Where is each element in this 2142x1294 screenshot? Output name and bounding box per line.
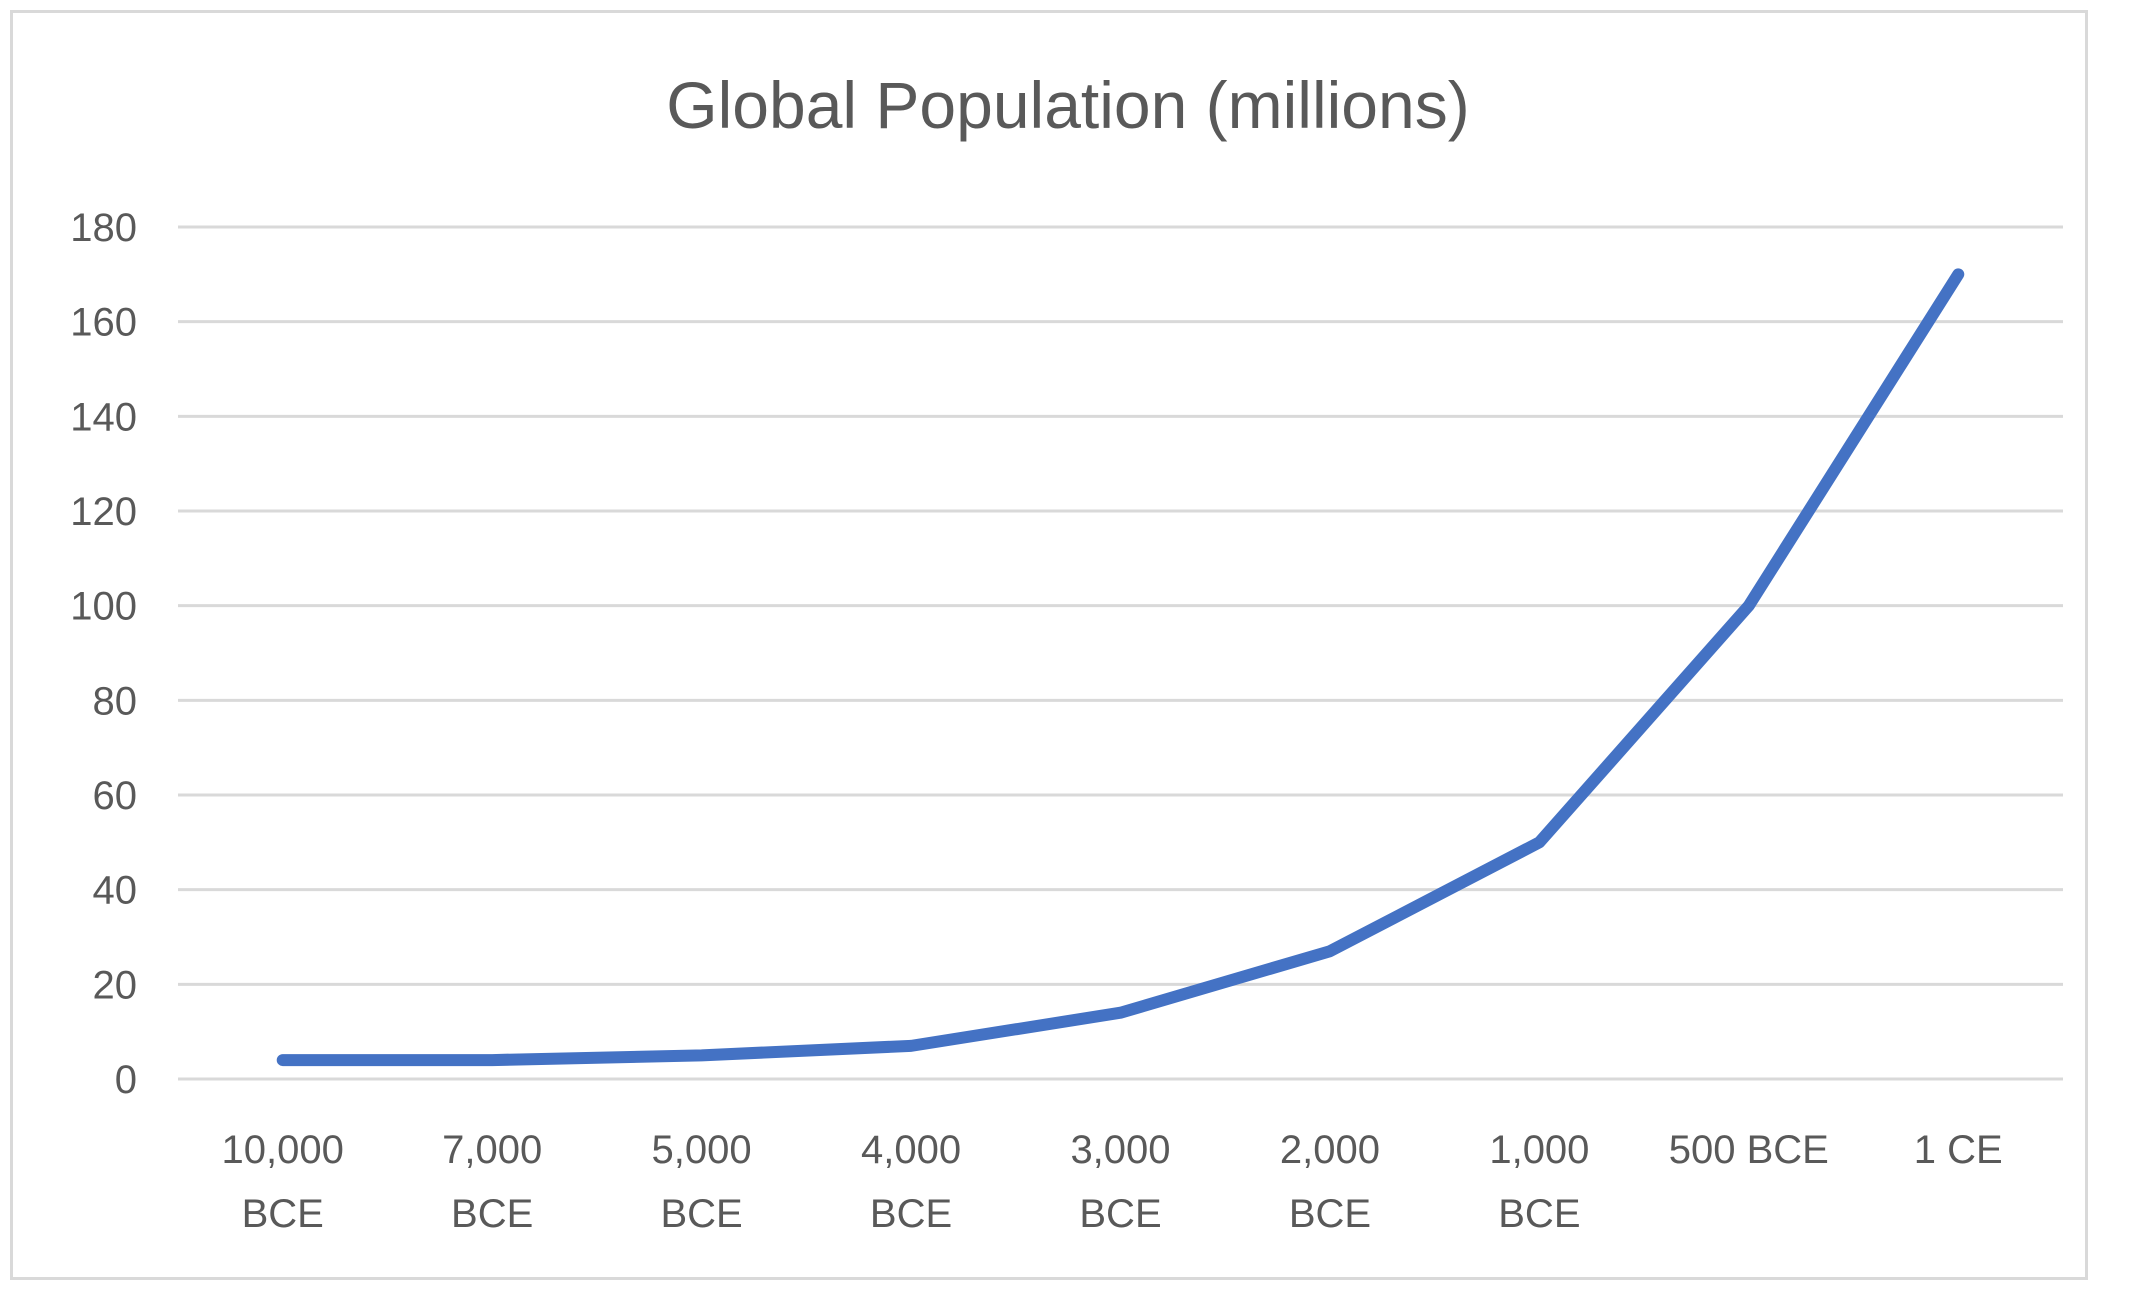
y-tick-label: 120 bbox=[70, 490, 137, 534]
chart-title: Global Population (millions) bbox=[666, 68, 1469, 142]
x-tick-label: BCE bbox=[451, 1192, 533, 1236]
x-tick-label: BCE bbox=[1079, 1192, 1161, 1236]
x-tick-label: 1 CE bbox=[1914, 1128, 2003, 1172]
x-tick-label: 4,000 bbox=[861, 1128, 961, 1172]
x-tick-label: 3,000 bbox=[1070, 1128, 1170, 1172]
y-tick-label: 20 bbox=[93, 963, 138, 1007]
y-tick-label: 0 bbox=[115, 1058, 137, 1102]
y-tick-label: 160 bbox=[70, 301, 137, 345]
x-tick-label: BCE bbox=[1289, 1192, 1371, 1236]
x-tick-label: BCE bbox=[1498, 1192, 1580, 1236]
x-tick-label: 10,000 bbox=[222, 1128, 344, 1172]
x-tick-label: 1,000 bbox=[1489, 1128, 1589, 1172]
x-tick-label: BCE bbox=[242, 1192, 324, 1236]
x-tick-label: 5,000 bbox=[652, 1128, 752, 1172]
series-line bbox=[276, 268, 1965, 1067]
x-tick-label: BCE bbox=[870, 1192, 952, 1236]
y-tick-label: 100 bbox=[70, 585, 137, 629]
y-tick-label: 40 bbox=[93, 869, 138, 913]
x-tick-label: 500 BCE bbox=[1669, 1128, 1829, 1172]
y-tick-label: 140 bbox=[70, 395, 137, 439]
y-tick-label: 60 bbox=[93, 774, 138, 818]
x-tick-label: BCE bbox=[660, 1192, 742, 1236]
chart-frame bbox=[10, 10, 2088, 1280]
y-tick-label: 180 bbox=[70, 206, 137, 250]
x-tick-label: 7,000 bbox=[442, 1128, 542, 1172]
y-tick-label: 80 bbox=[93, 679, 138, 723]
x-tick-label: 2,000 bbox=[1280, 1128, 1380, 1172]
